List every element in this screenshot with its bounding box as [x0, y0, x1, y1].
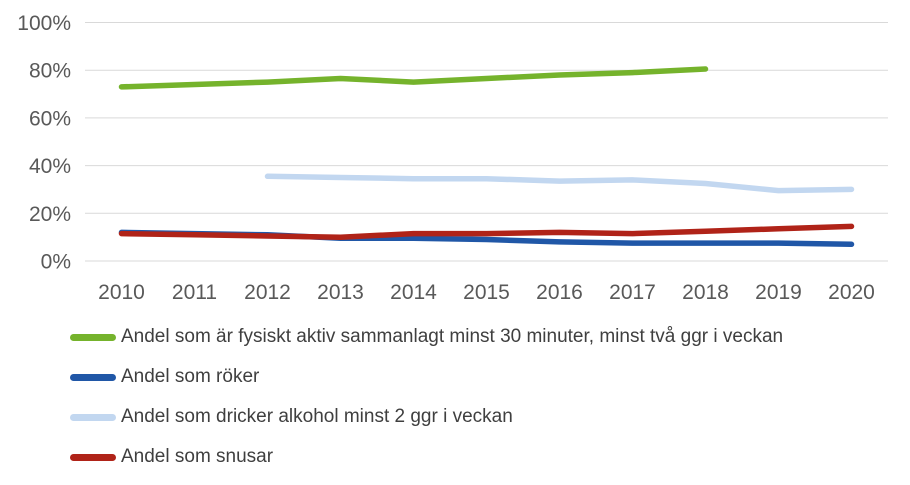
legend-swatch	[70, 333, 116, 341]
legend-item: Andel som är fysiskt aktiv sammanlagt mi…	[70, 317, 783, 357]
x-axis-tick-label: 2012	[244, 281, 291, 304]
x-axis-tick-label: 2020	[828, 281, 875, 304]
legend-label: Andel som snusar	[121, 446, 274, 467]
chart-line	[118, 66, 709, 90]
y-axis-tick-label: 0%	[41, 251, 71, 274]
y-axis-tick-label: 80%	[29, 60, 71, 83]
x-axis-tick-label: 2013	[317, 281, 364, 304]
legend-label: Andel som dricker alkohol minst 2 ggr i …	[121, 406, 513, 427]
y-axis-tick-label: 40%	[29, 155, 71, 178]
legend-item: Andel som röker	[70, 357, 783, 397]
chart-line	[118, 223, 855, 240]
y-axis-tick-label: 60%	[29, 107, 71, 130]
legend-swatch	[70, 453, 116, 461]
y-axis-tick-label: 20%	[29, 203, 71, 226]
legend-item: Andel som dricker alkohol minst 2 ggr i …	[70, 397, 783, 437]
y-axis-tick-label: 100%	[17, 12, 71, 35]
legend-label: Andel som röker	[121, 366, 260, 387]
legend-swatch	[70, 373, 116, 381]
x-axis-tick-label: 2017	[609, 281, 656, 304]
chart-legend: Andel som är fysiskt aktiv sammanlagt mi…	[70, 317, 783, 477]
x-axis-tick-label: 2010	[98, 281, 145, 304]
x-axis-tick-label: 2019	[755, 281, 802, 304]
x-axis-tick-label: 2014	[390, 281, 437, 304]
legend-label: Andel som är fysiskt aktiv sammanlagt mi…	[121, 326, 784, 347]
chart-line	[264, 173, 855, 194]
x-axis-tick-label: 2015	[463, 281, 510, 304]
legend-item: Andel som snusar	[70, 437, 783, 477]
x-axis-tick-label: 2018	[682, 281, 729, 304]
x-axis-tick-label: 2011	[172, 281, 217, 304]
x-axis-tick-label: 2016	[536, 281, 583, 304]
line-chart: 0% 20% 40% 60% 80% 100% 2010 2011 2012 2013 2014 20…	[17, 12, 888, 304]
legend-swatch	[70, 413, 116, 421]
